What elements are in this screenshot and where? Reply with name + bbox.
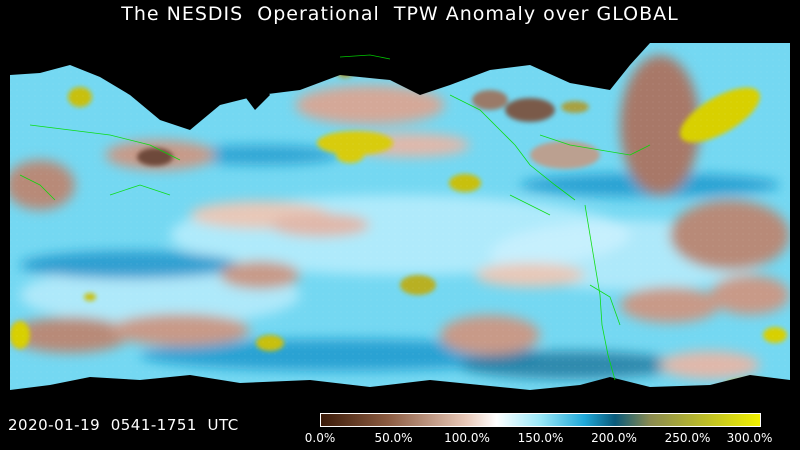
page-title: The NESDIS Operational TPW Anomaly over … bbox=[121, 3, 679, 25]
colorbar-tick-label: 0.0% bbox=[304, 431, 336, 445]
colorbar-tick-label: 250.0% bbox=[664, 431, 711, 445]
colorbar-tick-label: 100.0% bbox=[444, 431, 490, 445]
observation-time: 2020-01-19 0541-1751 UTC bbox=[8, 416, 239, 434]
colorbar-tick-label: 50.0% bbox=[374, 431, 413, 445]
no-data-mask bbox=[10, 35, 790, 405]
colorbar-tick-label: 200.0% bbox=[591, 431, 637, 445]
colorbar-tick-label: 150.0% bbox=[517, 431, 564, 445]
colorbar-legend bbox=[320, 413, 761, 427]
land-patches bbox=[137, 90, 600, 169]
colorbar-tick-label: 300.0% bbox=[726, 431, 773, 445]
tpw-anomaly-map bbox=[10, 35, 790, 405]
coastlines bbox=[19, 54, 651, 381]
